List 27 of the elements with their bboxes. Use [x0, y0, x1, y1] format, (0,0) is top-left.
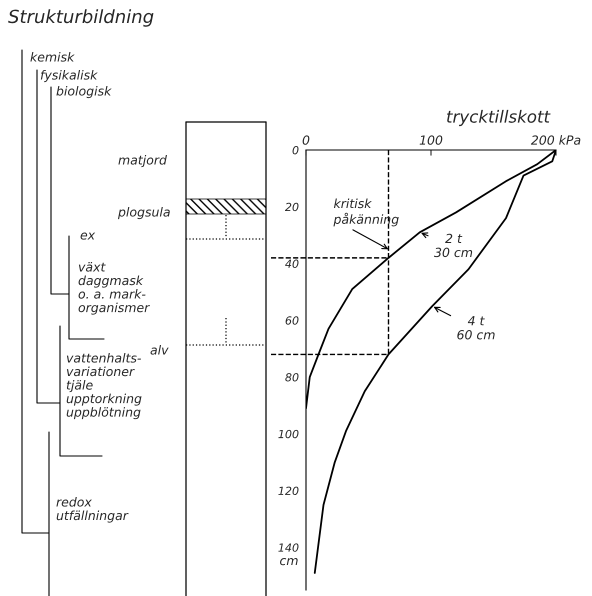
- y-tick-label: 20: [284, 202, 298, 212]
- text: redox utfällningar: [56, 497, 129, 523]
- text: Strukturbildning: [8, 9, 154, 27]
- text: växt daggmask o. a. mark- organismer: [78, 262, 150, 315]
- y-axis-title: cm: [280, 558, 298, 566]
- x-tick-label: 200 kPa: [530, 135, 580, 145]
- y-tick-label: 40: [285, 260, 298, 268]
- x-tick-label: 0: [302, 135, 310, 145]
- y-tick-label: 60: [286, 316, 298, 325]
- text: alv: [150, 345, 169, 355]
- x-axis-title: trycktillskott: [447, 110, 551, 126]
- annotation: 4 t 60 cm: [457, 316, 495, 340]
- text: kemisk: [30, 52, 75, 62]
- annotation: kritisk påkänning: [333, 198, 399, 226]
- annotation: 2 t 30 cm: [434, 234, 472, 258]
- text: biologisk: [56, 86, 112, 98]
- text: matjord: [118, 155, 167, 168]
- text: ex: [80, 232, 96, 240]
- text: fysikalisk: [40, 70, 98, 82]
- x-tick-label: 100: [420, 135, 442, 145]
- text: vattenhalts- variationer tjäle upptorkning uppblötning: [66, 353, 142, 420]
- text: plogsula: [118, 207, 170, 220]
- y-tick-label: 100: [278, 430, 298, 438]
- y-tick-label: 0: [292, 146, 298, 154]
- y-tick-label: 120: [278, 486, 298, 496]
- y-tick-label: 140: [278, 543, 298, 552]
- y-tick-label: 80: [285, 373, 298, 382]
